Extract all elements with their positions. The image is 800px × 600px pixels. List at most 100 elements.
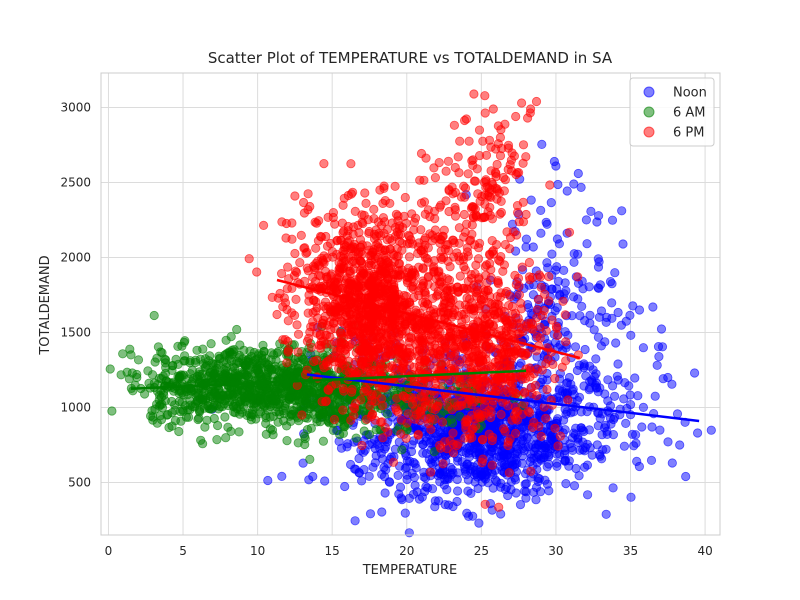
data-point xyxy=(232,324,242,335)
data-point xyxy=(537,365,547,375)
data-point xyxy=(200,354,210,364)
data-point xyxy=(517,323,527,334)
data-point xyxy=(573,249,583,259)
data-point xyxy=(656,324,667,334)
data-point xyxy=(410,480,420,490)
data-point xyxy=(581,215,592,225)
data-point xyxy=(107,406,117,416)
data-point xyxy=(646,455,657,465)
data-point xyxy=(180,336,190,346)
data-point xyxy=(593,332,604,342)
data-point xyxy=(445,468,455,478)
data-point xyxy=(407,399,418,409)
data-point xyxy=(429,163,439,173)
data-point xyxy=(143,366,153,376)
data-point xyxy=(409,457,419,468)
data-point xyxy=(493,121,503,131)
data-point xyxy=(340,345,350,356)
data-point xyxy=(546,198,556,208)
data-point xyxy=(293,438,303,448)
data-point xyxy=(496,478,506,488)
data-point xyxy=(305,454,315,464)
data-point xyxy=(349,464,360,474)
data-point xyxy=(514,290,525,300)
data-point xyxy=(192,396,202,406)
data-point xyxy=(579,462,590,472)
data-point xyxy=(547,249,557,259)
data-point xyxy=(328,212,338,223)
data-point xyxy=(174,426,184,437)
data-point xyxy=(503,459,514,470)
data-point xyxy=(299,276,310,286)
data-point xyxy=(418,263,428,273)
data-point xyxy=(276,268,287,279)
data-point xyxy=(605,276,616,287)
data-point xyxy=(470,176,480,186)
data-point xyxy=(332,236,342,246)
data-point xyxy=(215,354,225,364)
data-point xyxy=(448,501,458,512)
data-point xyxy=(524,272,535,282)
data-point xyxy=(320,330,330,340)
data-point xyxy=(343,190,353,201)
x-tick-label: 20 xyxy=(399,544,414,558)
data-point xyxy=(494,502,504,512)
data-point xyxy=(505,434,515,444)
y-axis-label: TOTALDEMAND xyxy=(38,255,53,355)
data-point xyxy=(574,392,585,402)
data-point xyxy=(457,309,467,319)
data-point xyxy=(512,201,523,211)
data-point xyxy=(339,386,349,396)
data-point xyxy=(329,414,339,425)
data-point xyxy=(364,429,375,440)
data-point xyxy=(150,357,160,367)
data-point xyxy=(357,440,367,451)
data-point xyxy=(478,212,489,223)
data-point xyxy=(487,299,497,309)
data-point xyxy=(364,228,374,238)
data-point xyxy=(361,310,371,320)
data-point xyxy=(362,365,372,375)
data-point xyxy=(321,272,331,282)
data-point xyxy=(407,209,417,219)
data-point xyxy=(373,343,384,353)
data-point xyxy=(663,372,673,383)
data-point xyxy=(607,215,618,225)
data-point xyxy=(449,120,459,130)
data-point xyxy=(461,219,472,229)
data-point xyxy=(441,283,451,293)
data-point xyxy=(593,262,604,272)
data-point xyxy=(579,426,589,437)
legend-label: 6 PM xyxy=(673,126,704,141)
data-point xyxy=(240,396,250,406)
data-point xyxy=(430,214,440,224)
data-point xyxy=(430,233,440,243)
data-point xyxy=(657,342,668,352)
data-point xyxy=(453,152,463,162)
data-point xyxy=(552,414,563,424)
data-point xyxy=(663,437,673,447)
data-point xyxy=(369,234,380,244)
data-point xyxy=(287,308,297,318)
data-point xyxy=(311,243,321,253)
data-point xyxy=(308,272,318,282)
data-point xyxy=(300,433,310,444)
x-tick-label: 30 xyxy=(548,544,563,558)
data-point xyxy=(496,196,506,206)
data-point xyxy=(560,456,570,466)
data-point xyxy=(539,443,550,453)
data-point xyxy=(465,236,475,246)
data-point xyxy=(492,291,502,302)
data-point xyxy=(267,425,278,435)
x-tick-label: 5 xyxy=(179,544,187,558)
data-point xyxy=(368,462,378,472)
data-point xyxy=(133,355,144,365)
data-point xyxy=(243,357,253,367)
data-point xyxy=(301,399,312,409)
data-point xyxy=(140,389,150,399)
data-point xyxy=(163,409,173,420)
data-point xyxy=(626,330,636,340)
data-point xyxy=(186,386,196,396)
data-point xyxy=(550,423,560,433)
data-point xyxy=(441,166,451,176)
